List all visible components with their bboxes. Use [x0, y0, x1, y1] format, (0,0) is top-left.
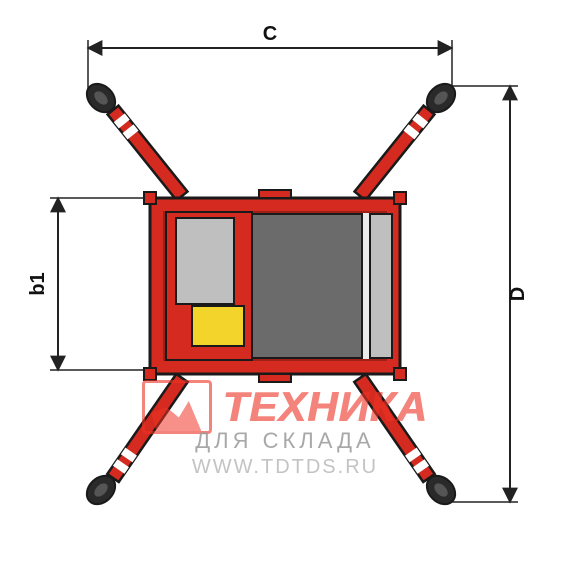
svg-text:D: D — [507, 287, 529, 301]
left-gray-panel — [176, 218, 234, 304]
diagram-svg: C Db1 — [0, 0, 570, 570]
left-yellow-panel — [192, 306, 244, 346]
deck-panels — [166, 212, 392, 360]
outrigger-leg — [355, 106, 435, 201]
outrigger-leg — [107, 374, 188, 482]
outrigger-leg — [354, 374, 435, 482]
diagram-stage: CDb1 ТЕХНИКА ДЛЯ СКЛАДА WWW.TDTDS.RU — [0, 0, 570, 570]
outrigger-leg — [108, 106, 188, 201]
right-strip-panel — [370, 214, 392, 358]
svg-text:b1: b1 — [27, 272, 49, 295]
center-panel — [252, 214, 362, 358]
svg-text:C: C — [263, 23, 277, 45]
